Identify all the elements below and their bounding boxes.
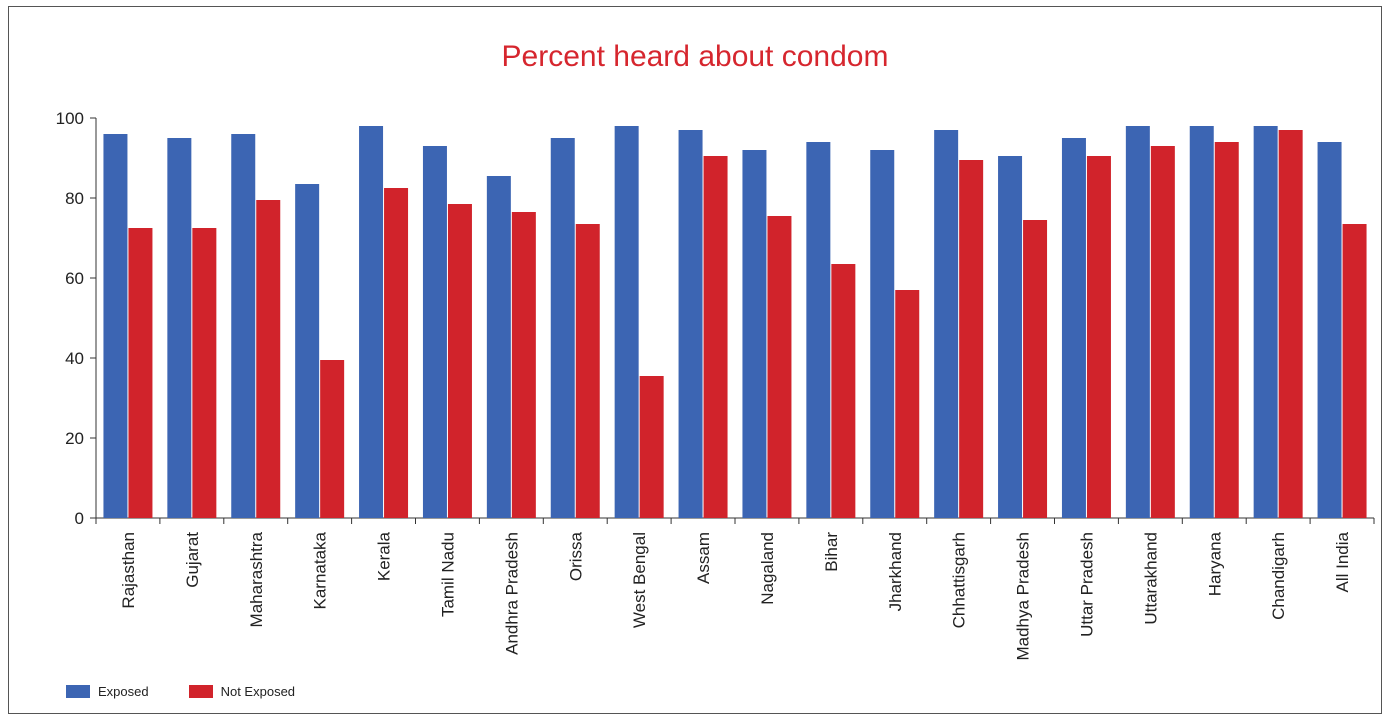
bar-not-exposed xyxy=(511,212,536,518)
x-tick-label: Jharkhand xyxy=(886,532,905,611)
bar-not-exposed xyxy=(447,204,472,518)
bar-exposed xyxy=(742,150,767,518)
y-tick-label: 0 xyxy=(75,509,84,528)
bar-not-exposed xyxy=(703,156,728,518)
bar-not-exposed xyxy=(192,228,217,518)
legend: Exposed Not Exposed xyxy=(66,684,335,699)
x-tick-label: Maharashtra xyxy=(247,531,266,627)
bar-exposed xyxy=(678,130,703,518)
bar-not-exposed xyxy=(320,360,345,518)
bar-exposed xyxy=(231,134,256,518)
x-tick-label: Orissa xyxy=(566,531,585,581)
x-tick-label: Chandigarh xyxy=(1269,532,1288,620)
x-tick-label: Chhattisgarh xyxy=(950,532,969,628)
y-tick-label: 100 xyxy=(56,109,84,128)
x-tick-label: Nagaland xyxy=(758,532,777,605)
legend-label-exposed: Exposed xyxy=(98,684,149,699)
x-tick-label: Uttar Pradesh xyxy=(1077,532,1096,637)
bar-exposed xyxy=(422,146,447,518)
bar-exposed xyxy=(486,176,511,518)
y-tick-label: 20 xyxy=(65,429,84,448)
x-tick-label: Gujarat xyxy=(183,532,202,588)
y-tick-label: 80 xyxy=(65,189,84,208)
bar-exposed xyxy=(295,184,320,518)
legend-item-exposed: Exposed xyxy=(66,684,149,699)
chart-title: Percent heard about condom xyxy=(501,40,889,73)
bar-exposed xyxy=(998,156,1023,518)
bar-not-exposed xyxy=(1023,220,1048,518)
legend-item-not-exposed: Not Exposed xyxy=(188,684,296,699)
legend-swatch-not-exposed xyxy=(188,685,213,698)
x-tick-label: Assam xyxy=(694,532,713,584)
x-tick-label: Haryana xyxy=(1205,531,1224,596)
bar-not-exposed xyxy=(767,216,792,518)
bar-not-exposed xyxy=(1086,156,1111,518)
y-tick-label: 40 xyxy=(65,349,84,368)
x-tick-label: Kerala xyxy=(375,531,394,581)
bar-not-exposed xyxy=(384,188,409,518)
bar-exposed xyxy=(167,138,192,518)
bar-not-exposed xyxy=(575,224,600,518)
legend-swatch-exposed xyxy=(66,685,90,698)
bar-not-exposed xyxy=(831,264,856,518)
bar-exposed xyxy=(1125,126,1150,518)
x-tick-label: Rajasthan xyxy=(119,532,138,609)
bar-exposed xyxy=(550,138,575,518)
x-tick-label: West Bengal xyxy=(630,532,649,628)
bar-not-exposed xyxy=(1214,142,1239,518)
bar-exposed xyxy=(614,126,639,518)
bar-not-exposed xyxy=(1150,146,1175,518)
y-tick-label: 60 xyxy=(65,269,84,288)
bar-not-exposed xyxy=(1278,130,1303,518)
bar-exposed xyxy=(870,150,895,518)
bar-exposed xyxy=(1253,126,1278,518)
bar-exposed xyxy=(806,142,831,518)
bar-not-exposed xyxy=(895,290,920,518)
bar-exposed xyxy=(1061,138,1086,518)
x-tick-label: Andhra Pradesh xyxy=(502,532,521,655)
x-tick-label: Bihar xyxy=(822,532,841,572)
bar-exposed xyxy=(1189,126,1214,518)
x-tick-label: Madhya Pradesh xyxy=(1014,532,1033,661)
bar-exposed xyxy=(934,130,959,518)
bar-not-exposed xyxy=(256,200,281,518)
bar-not-exposed xyxy=(639,376,664,518)
bar-exposed xyxy=(103,134,128,518)
x-tick-label: All India xyxy=(1333,531,1352,592)
legend-label-not-exposed: Not Exposed xyxy=(220,684,296,699)
x-tick-label: Uttarakhand xyxy=(1141,532,1160,625)
bar-exposed xyxy=(359,126,384,518)
bar-not-exposed xyxy=(1342,224,1367,518)
x-tick-label: Tamil Nadu xyxy=(438,532,457,617)
bar-not-exposed xyxy=(128,228,153,518)
bar-not-exposed xyxy=(959,160,984,518)
x-tick-label: Karnataka xyxy=(311,531,330,609)
bar-exposed xyxy=(1317,142,1342,518)
